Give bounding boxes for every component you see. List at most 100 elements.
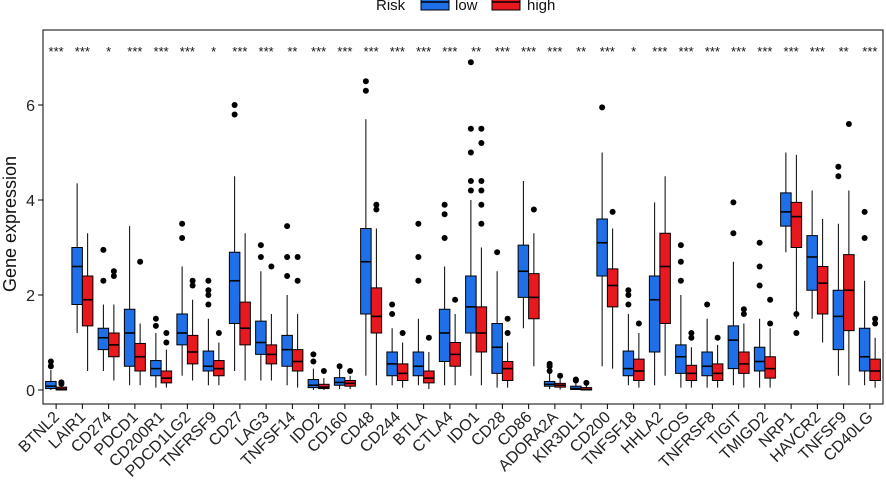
box-CTLA4-low [438,308,451,362]
box-CD274-low [97,327,110,351]
outlier-TNFRSF9-low-0 [205,301,212,308]
box-NRP1-low [780,192,792,227]
outlier-CD48-low-0 [362,87,369,94]
outlier-NRP1-high-0 [793,311,800,317]
box-CD27-low [228,251,241,324]
box-IDO1-low [465,275,477,334]
outlier-TNFSF14-low-2 [284,223,291,230]
outlier-TNFSF14-high-1 [294,254,301,260]
outlier-CD40LG-low-1 [861,208,868,215]
outlier-BTLA-high-0 [425,334,432,341]
outlier-CD200R1-low-0 [152,315,159,322]
outlier-CD40LG-low-0 [861,235,868,241]
box-NRP1-high [790,201,803,248]
outlier-CTLA4-high-0 [452,296,459,303]
outlier-CD28-high-1 [504,315,511,322]
outlier-TMIGD2-low-0 [756,282,763,289]
outlier-TMIGD2-low-2 [756,239,763,246]
box-CD27-high [239,301,251,346]
box-TNFSF9-low [832,289,845,351]
box-CD40LG-low [858,327,871,372]
significance-LAG3: *** [259,44,274,59]
outlier-IDO2-low-1 [310,351,317,358]
box-CD244-high [396,363,409,381]
outlier-TNFSF14-high-0 [294,277,301,284]
significance-NRP1: *** [784,44,799,59]
outlier-KIR3DL1-high-0 [583,379,590,386]
outlier-BTNL2-high-1 [58,379,65,386]
outlier-BTNL2-low-1 [47,358,54,365]
legend-title: Risk [376,0,406,14]
outlier-NRP1-high-1 [793,330,800,336]
outlier-IDO1-high-4 [478,140,485,146]
outlier-CD48-high-0 [373,206,380,213]
significance-TNFRSF8: *** [705,44,720,59]
outlier-CD274-high-1 [110,268,117,275]
outlier-PDCD1LG2-high-0 [189,282,196,289]
box-CD160-low [333,377,346,386]
outlier-TIGIT-high-1 [740,306,747,313]
outlier-CD200R1-high-1 [163,330,170,336]
box-CD200-high [606,268,619,308]
outlier-PDCD1LG2-low-0 [179,235,186,241]
y-tick-label-0: 0 [26,383,35,400]
outlier-TNFSF14-low-0 [284,273,291,279]
significance-CD28: *** [495,44,510,59]
outlier-ADORA2A-low-0 [546,368,553,374]
outlier-TNFSF18-low-1 [625,292,632,298]
significance-CD48: *** [364,44,379,59]
box-TNFRSF9-low [202,350,215,372]
outlier-IDO1-low-4 [467,59,474,66]
box-HAVCR2-high [816,266,829,315]
outlier-IDO1-high-0 [478,220,485,227]
outlier-BTLA-low-0 [415,277,422,284]
significance-HAVCR2: *** [810,44,825,59]
outlier-IDO1-high-1 [478,201,485,208]
outlier-TNFRSF9-low-3 [205,277,212,284]
outlier-ADORA2A-high-0 [557,372,564,379]
outlier-TNFSF9-low-0 [835,173,842,180]
box-CD48-high [370,287,383,334]
outlier-TMIGD2-high-0 [767,320,774,327]
outlier-CD244-high-0 [399,330,406,336]
box-LAG3-low [255,320,267,355]
outlier-ICOS-high-0 [688,334,695,341]
significance-CD200R1: *** [154,44,169,59]
box-LAIR1-low [71,247,83,305]
legend-low-label: low [455,0,478,14]
outlier-IDO1-high-5 [478,125,485,132]
outlier-CD40LG-high-1 [872,315,879,322]
outlier-CD160-high-0 [347,368,354,374]
box-PDCD1LG2-high [186,334,199,365]
outlier-PDCD1LG2-low-1 [179,220,186,227]
outlier-TMIGD2-low-1 [756,263,763,270]
box-BTLA-high [423,370,435,384]
outlier-CTLA4-low-1 [441,211,448,218]
outlier-CD274-low-1 [100,246,107,253]
outlier-BTLA-low-1 [415,254,422,260]
box-CD200R1-high [160,370,173,384]
outlier-TMIGD2-high-1 [767,296,774,303]
significance-CD274: * [106,44,111,59]
outlier-CD28-low-0 [494,249,501,256]
box-CD200-low [596,218,608,277]
significance-LAIR1: *** [75,44,90,59]
outlier-TIGIT-low-1 [730,199,737,206]
box-TMIGD2-low [753,346,766,372]
box-IDO2-low [307,379,320,389]
legend-high-label: high [527,0,555,14]
significance-CD40LG: *** [862,44,877,59]
outlier-CD200-low-0 [599,104,606,111]
outlier-TNFSF18-high-0 [635,320,642,327]
outlier-TNFRSF8-low-0 [704,301,711,308]
significance-IDO1: ** [471,44,481,59]
significance-TNFSF18: * [631,44,636,59]
outlier-TNFSF9-low-1 [835,163,842,170]
outlier-CD244-low-1 [389,301,396,308]
legend: Risk low high [376,0,555,14]
box-TNFSF14-low [281,334,293,367]
outlier-CD244-low-0 [389,311,396,317]
outlier-CD27-low-1 [231,102,238,108]
box-CD48-low [360,228,372,315]
outlier-CD40LG-high-0 [872,320,879,327]
